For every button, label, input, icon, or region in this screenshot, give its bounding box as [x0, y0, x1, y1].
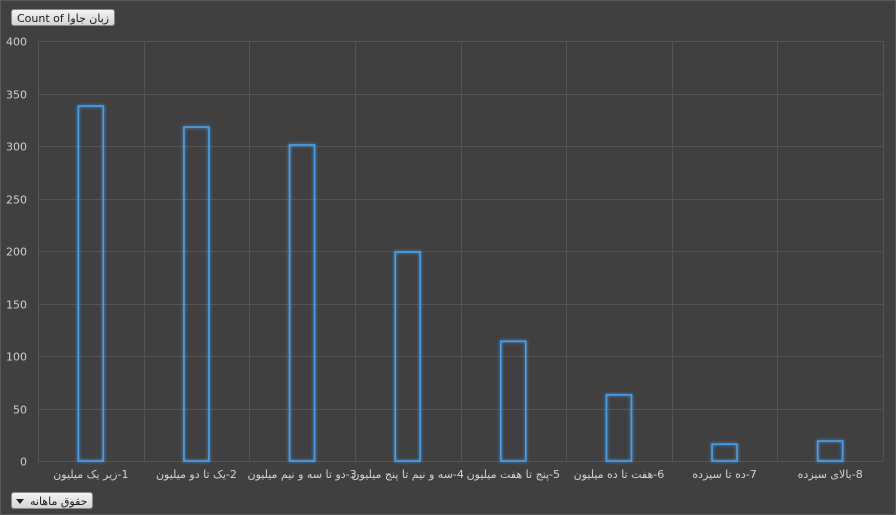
x-tick-label: 3-دو تا سه و نیم میلیون — [247, 468, 356, 481]
y-tick-label: 300 — [6, 141, 27, 154]
chevron-down-icon[interactable] — [16, 498, 24, 504]
y-tick-label: 200 — [6, 246, 27, 259]
y-tick-label: 150 — [6, 299, 27, 312]
bar[interactable] — [183, 126, 210, 462]
axis-field-button[interactable]: حقوق ماهانه — [11, 492, 94, 509]
y-tick-label: 400 — [6, 36, 27, 49]
y-tick-label: 100 — [6, 351, 27, 364]
y-tick-label: 0 — [20, 456, 27, 469]
x-tick-label: 5-پنج تا هفت میلیون — [467, 468, 560, 481]
bar[interactable] — [288, 144, 316, 462]
value-field-label: Count of زبان جاوا — [17, 12, 110, 25]
axis-field-label: حقوق ماهانه — [30, 495, 88, 508]
y-tick-label: 350 — [6, 89, 27, 102]
x-tick-label: 2-یک تا دو میلیون — [156, 468, 237, 481]
y-tick-label: 50 — [13, 404, 27, 417]
y-tick-label: 250 — [6, 194, 27, 207]
x-axis: 1-زیر یک میلیون 2-یک تا دو میلیون 3-دو تا … — [53, 468, 863, 481]
bars — [77, 105, 844, 462]
bar[interactable] — [500, 340, 527, 462]
x-tick-label: 6-هفت تا ده میلیون — [574, 468, 665, 481]
bar[interactable] — [816, 440, 844, 462]
bar[interactable] — [605, 394, 633, 462]
x-tick-label: 4-سه و نیم تا پنج میلیون — [351, 468, 463, 481]
value-field-button[interactable]: Count of زبان جاوا — [11, 9, 116, 26]
x-tick-label: 8-بالای سیزده — [798, 468, 863, 481]
gridlines — [38, 41, 884, 462]
bar[interactable] — [394, 251, 421, 462]
bar[interactable] — [77, 105, 105, 462]
bar[interactable] — [711, 443, 738, 462]
x-tick-label: 7-ده تا سیزده — [692, 468, 756, 481]
x-tick-label: 1-زیر یک میلیون — [53, 468, 128, 481]
y-axis: 0 50 100 150 200 250 300 350 400 — [6, 36, 27, 469]
